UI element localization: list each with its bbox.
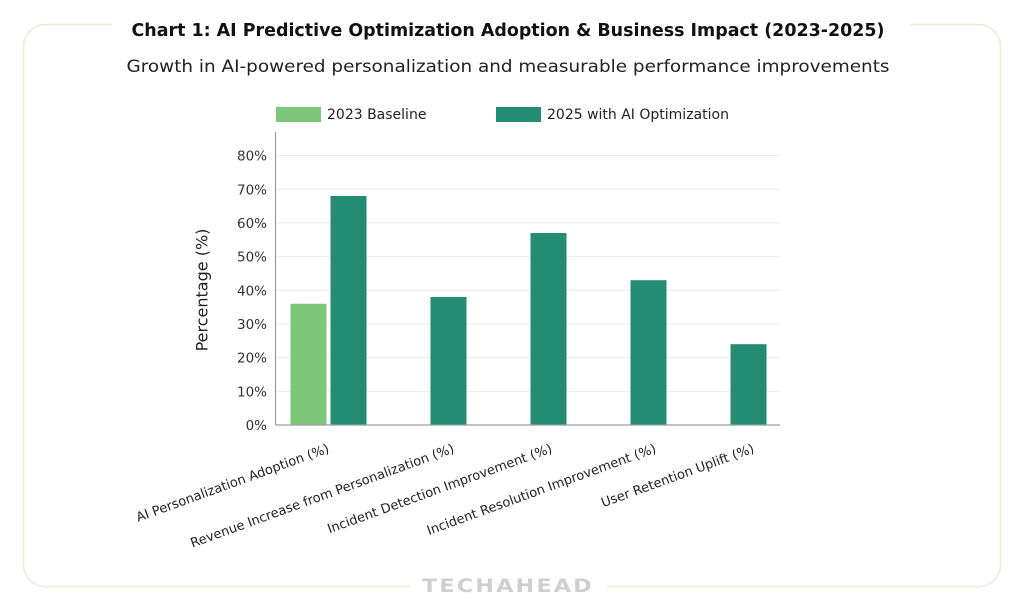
legend-label-2025-ai-optimization: 2025 with AI Optimization (547, 107, 729, 123)
y-tick-label-10: 10% (237, 384, 267, 400)
y-axis-ticks: 0% 10% 20% 30% 40% 50% 60% 70% 80% (237, 149, 267, 434)
y-tick-label-80: 80% (237, 149, 267, 165)
legend-item-2025-ai-optimization[interactable]: 2025 with AI Optimization (496, 107, 729, 123)
bar-2023-baseline-ai-personalization-adoption[interactable] (290, 303, 327, 425)
bar-2025-with-ai-optimization-incident-detection-improvement[interactable] (530, 233, 567, 425)
legend-label-2023-baseline: 2023 Baseline (327, 107, 426, 123)
bar-2025-with-ai-optimization-revenue-increase-from-personalization[interactable] (430, 297, 467, 425)
bars (290, 195, 767, 425)
y-tick-label-70: 70% (237, 182, 267, 198)
legend-swatch-2023-baseline (276, 107, 321, 122)
x-tick-label-ai-personalization-adoption: AI Personalization Adoption (%) (134, 442, 331, 526)
chart-subtitle: Growth in AI-powered personalization and… (127, 57, 890, 77)
legend-swatch-2025-ai-optimization (496, 107, 541, 122)
bar-2025-with-ai-optimization-ai-personalization-adoption[interactable] (330, 195, 367, 425)
y-axis-label: Percentage (%) (193, 229, 212, 352)
bar-2025-with-ai-optimization-incident-resolution-improvement[interactable] (630, 280, 667, 425)
y-tick-label-30: 30% (237, 317, 267, 333)
legend: 2023 Baseline 2025 with AI Optimization (276, 107, 729, 123)
y-tick-label-20: 20% (237, 351, 267, 367)
frame-border-right (607, 23, 1002, 588)
y-tick-label-50: 50% (237, 250, 267, 266)
bar-2025-with-ai-optimization-user-retention-uplift[interactable] (730, 344, 767, 425)
legend-item-2023-baseline[interactable]: 2023 Baseline (276, 107, 426, 123)
y-tick-label-60: 60% (237, 216, 267, 232)
y-tick-label-40: 40% (237, 283, 267, 299)
chart-title: Chart 1: AI Predictive Optimization Adop… (132, 20, 885, 41)
frame-border-left (22, 23, 410, 588)
y-tick-label-0: 0% (246, 418, 268, 434)
watermark-logo: TECHAHEAD (422, 575, 594, 597)
x-axis-ticks: AI Personalization Adoption (%)Revenue I… (134, 442, 756, 552)
